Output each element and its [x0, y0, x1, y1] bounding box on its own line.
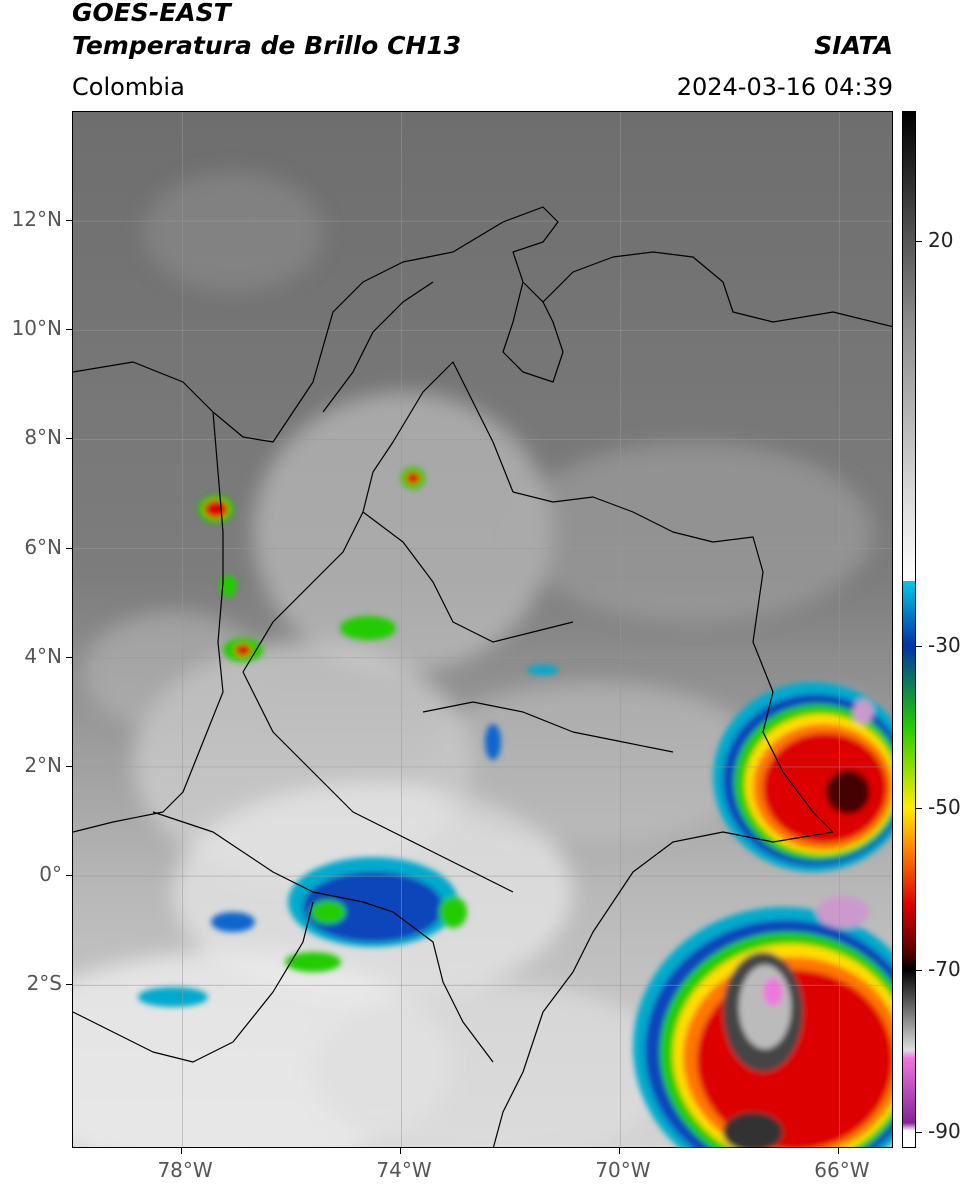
lon-tick-mark: [400, 1148, 402, 1154]
lat-tick-label: 6°N: [24, 534, 62, 559]
ecuador-peru: [73, 901, 314, 1063]
agency-label: SIATA: [814, 31, 893, 60]
internal-4: [322, 281, 434, 413]
lon-tick-label: 66°W: [814, 1158, 870, 1182]
internal-2: [362, 511, 574, 643]
lon-tick-label: 74°W: [376, 1158, 432, 1182]
satellite-title: GOES-EAST: [72, 0, 231, 27]
lat-tick-mark: [66, 438, 72, 440]
lat-tick-label: 12°N: [11, 207, 62, 232]
lat-tick-label: 0°: [39, 862, 62, 887]
internal-3: [422, 701, 674, 753]
colorbar-tick-label: -90: [928, 1118, 961, 1143]
map-canvas: [73, 112, 892, 1147]
lat-tick-mark: [66, 765, 72, 767]
lat-tick-label: 2°S: [26, 971, 62, 996]
colorbar: [902, 111, 916, 1148]
venezuela-north: [242, 361, 514, 673]
storm-south: [138, 857, 467, 1007]
colorbar-tick-label: 20: [928, 227, 954, 252]
lat-tick-mark: [66, 984, 72, 986]
caribbean-coast: [73, 206, 892, 443]
lon-tick-label: 78°W: [157, 1158, 213, 1182]
gridlines: [73, 112, 892, 1147]
lat-tick-label: 8°N: [24, 425, 62, 450]
lat-tick-label: 10°N: [11, 316, 62, 341]
colombia-brazil: [492, 831, 834, 1147]
lat-tick-mark: [66, 220, 72, 222]
lon-tick-mark: [619, 1148, 621, 1154]
region-label: Colombia: [72, 73, 185, 101]
product-title: Temperatura de Brillo CH13: [72, 31, 462, 60]
lon-tick-mark: [181, 1148, 183, 1154]
colorbar-tick-mark: [916, 645, 922, 647]
satellite-map[interactable]: [72, 111, 893, 1148]
lon-tick-label: 70°W: [595, 1158, 651, 1182]
borders: [73, 206, 892, 1147]
colorbar-tick-label: -50: [928, 794, 961, 819]
lat-tick-label: 2°N: [24, 752, 62, 777]
lat-tick-mark: [66, 329, 72, 331]
colombia-venezuela: [512, 491, 834, 833]
colorbar-tick-label: -70: [928, 956, 961, 981]
lat-tick-mark: [66, 656, 72, 658]
internal-1: [242, 671, 514, 893]
maracaibo: [502, 281, 564, 383]
lon-tick-mark: [838, 1148, 840, 1154]
colombia-peru-ecuador: [152, 811, 494, 1063]
lat-tick-mark: [66, 547, 72, 549]
lat-tick-label: 4°N: [24, 643, 62, 668]
pacific-coast: [73, 411, 224, 833]
colorbar-tick-mark: [916, 807, 922, 809]
timestamp-label: 2024-03-16 04:39: [676, 73, 893, 101]
colorbar-tick-mark: [916, 240, 922, 242]
colorbar-tick-mark: [916, 969, 922, 971]
lat-tick-mark: [66, 875, 72, 877]
storm-southeast: [633, 896, 892, 1147]
colorbar-tick-mark: [916, 1131, 922, 1133]
colorbar-tick-label: -30: [928, 632, 961, 657]
